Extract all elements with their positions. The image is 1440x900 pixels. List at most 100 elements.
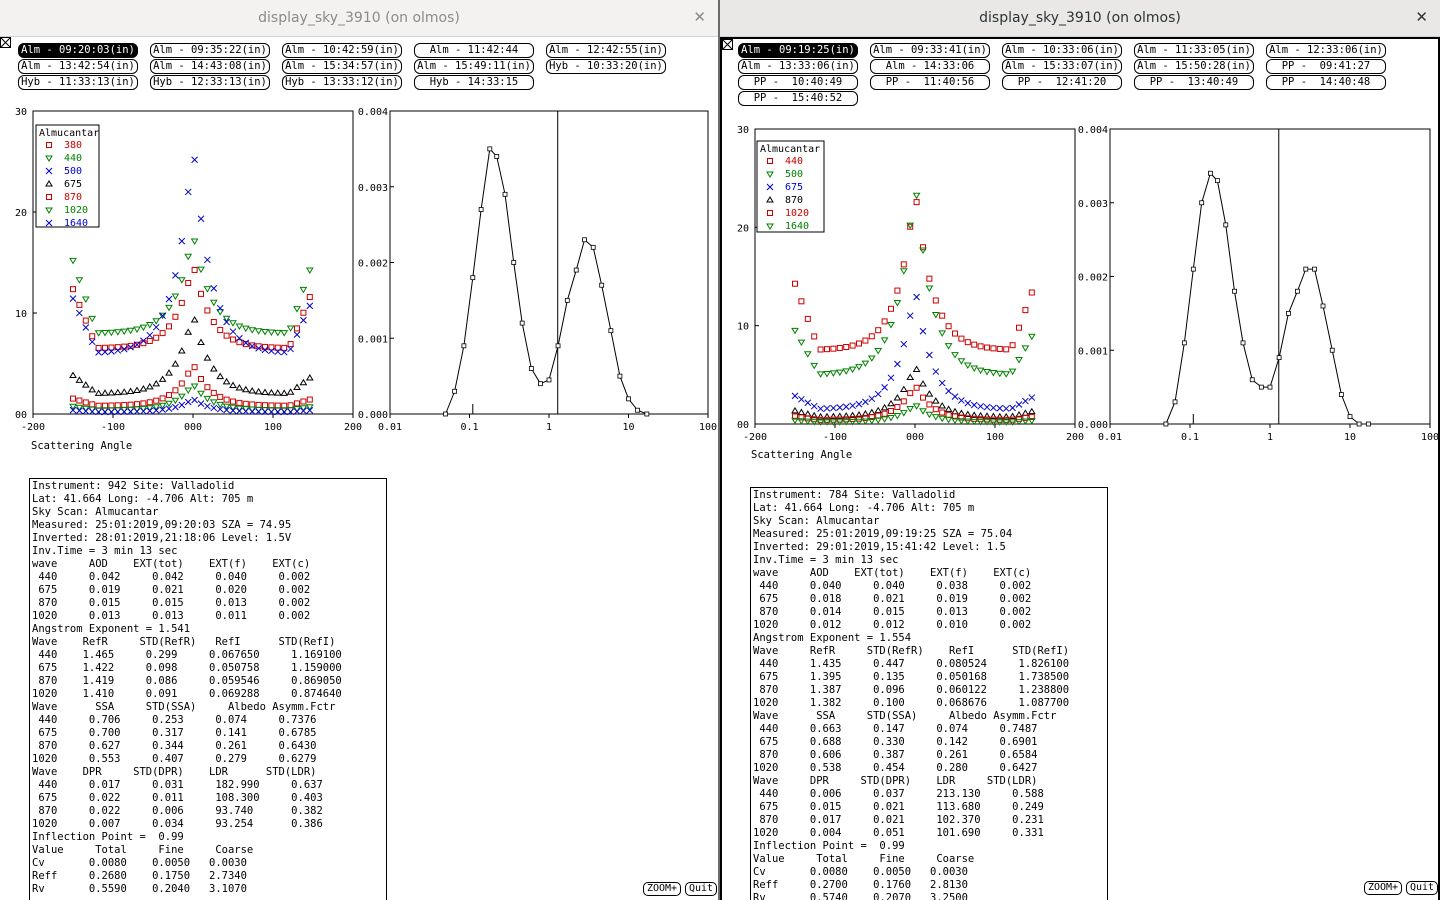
close-icon[interactable]: ✕ <box>693 8 706 26</box>
data-point <box>293 331 301 338</box>
data-point <box>46 194 52 200</box>
scan-button[interactable]: Alm - 15:33:07(in) <box>1002 59 1122 74</box>
scan-button[interactable]: PP - 11:40:56 <box>870 75 990 90</box>
data-point <box>1022 414 1029 421</box>
data-point <box>920 394 926 401</box>
data-point <box>989 419 998 426</box>
scan-button[interactable]: Alm - 09:19:25(in) <box>738 43 858 58</box>
scan-button[interactable]: Alm - 15:49:11(in) <box>414 59 534 74</box>
distribution-point <box>564 297 570 303</box>
scan-button[interactable]: Hyb - 12:33:13(in) <box>150 75 270 90</box>
scan-button[interactable]: PP - 09:41:27 <box>1266 59 1386 74</box>
data-point <box>166 323 172 330</box>
scan-button[interactable]: Alm - 13:33:06(in) <box>738 59 858 74</box>
data-point <box>190 383 199 390</box>
info-line: Wave DPR STD(DPR) LDR STD(LDR) <box>32 766 317 778</box>
data-point <box>241 325 250 333</box>
scan-button[interactable]: Alm - 14:43:08(in) <box>150 59 270 74</box>
data-point <box>874 406 883 414</box>
info-line: 870 0.017 0.021 102.370 0.231 <box>753 814 1044 826</box>
data-point <box>951 417 959 425</box>
data-point <box>797 408 806 415</box>
data-point <box>862 337 869 344</box>
data-point <box>89 401 96 408</box>
info-line: Measured: 25:01:2019,09:20:03 SZA = 74.9… <box>32 519 292 531</box>
data-point <box>146 337 153 344</box>
data-point <box>101 348 109 356</box>
data-point <box>185 370 192 377</box>
data-point <box>835 419 844 426</box>
data-point <box>184 398 192 406</box>
scan-button[interactable]: PP - 13:40:49 <box>1134 75 1254 90</box>
scan-button[interactable]: Alm - 09:35:22(in) <box>150 43 270 58</box>
data-point <box>178 401 186 409</box>
data-point <box>983 403 991 411</box>
distribution-point <box>555 343 561 349</box>
distribution-point <box>1312 266 1317 272</box>
data-point <box>70 286 76 293</box>
x-axis-label: Scattering Angle <box>31 440 133 452</box>
data-point <box>899 410 908 417</box>
title-bar[interactable]: display_sky_3910 (on olmos) ✕ <box>720 0 1440 37</box>
scan-button[interactable]: Alm - 14:33:06 <box>870 59 990 74</box>
scan-button[interactable]: Alm - 09:20:03(in) <box>18 43 138 58</box>
scan-button[interactable]: Alm - 11:33:05(in) <box>1134 43 1254 58</box>
quit-button[interactable]: Quit <box>685 882 717 896</box>
scan-button[interactable]: Alm - 12:42:55(in) <box>546 43 666 58</box>
scan-button[interactable]: Alm - 15:34:57(in) <box>282 59 402 74</box>
quit-button[interactable]: Quit <box>1406 881 1438 895</box>
distribution-point <box>1172 399 1178 405</box>
close-icon[interactable]: ✕ <box>1415 8 1428 26</box>
data-point <box>249 401 256 408</box>
scan-button[interactable]: Hyb - 10:33:20(in) <box>546 59 666 74</box>
scan-button[interactable]: PP - 10:40:49 <box>738 75 858 90</box>
data-point <box>1021 409 1030 416</box>
data-point <box>887 399 895 407</box>
scan-button[interactable]: PP - 14:40:48 <box>1266 75 1386 90</box>
scan-button[interactable]: Hyb - 13:33:12(in) <box>282 75 402 90</box>
data-point <box>976 367 985 375</box>
corner-x-icon[interactable] <box>0 37 11 48</box>
data-point <box>913 199 920 206</box>
legend-label: 500 <box>64 166 82 177</box>
scan-button[interactable]: Hyb - 14:33:15 <box>414 75 534 90</box>
size-distribution-line <box>445 147 648 415</box>
title-bar[interactable]: display_sky_3910 (on olmos) ✕ <box>0 0 718 37</box>
scan-button[interactable]: Alm - 15:50:28(in) <box>1134 59 1254 74</box>
data-point <box>191 266 198 273</box>
data-point <box>797 339 806 347</box>
scan-button[interactable]: Alm - 09:33:41(in) <box>870 43 990 58</box>
data-point <box>145 405 154 412</box>
scan-button[interactable]: PP - 15:40:52 <box>738 91 858 106</box>
data-point <box>888 408 894 415</box>
x-tick-label: 000 <box>906 432 924 443</box>
scan-button[interactable]: Alm - 10:33:06(in) <box>1002 43 1122 58</box>
scan-button[interactable]: Hyb - 11:33:13(in) <box>18 75 138 90</box>
data-point <box>305 404 314 411</box>
data-point <box>294 325 300 332</box>
data-point <box>1028 289 1035 296</box>
data-point <box>293 306 301 313</box>
data-point <box>836 404 844 411</box>
data-point <box>970 365 979 372</box>
data-point <box>970 411 979 418</box>
zoom-button[interactable]: ZOOM+ <box>1364 881 1402 895</box>
data-point <box>300 407 307 415</box>
data-point <box>906 222 915 230</box>
data-point <box>46 142 52 148</box>
info-line: Reff 0.2680 0.1750 2.7340 <box>32 870 247 882</box>
data-point <box>810 411 819 419</box>
distribution-point <box>1163 421 1169 427</box>
scan-button[interactable]: Alm - 13:42:54(in) <box>18 59 138 74</box>
scan-button[interactable]: Alm - 11:42:44 <box>414 43 534 58</box>
scan-button[interactable]: Alm - 10:42:59(in) <box>282 43 402 58</box>
corner-x-icon[interactable] <box>722 39 733 50</box>
scan-button[interactable]: PP - 12:41:20 <box>1002 75 1122 90</box>
info-line: Value Total Fine Coarse <box>753 853 975 865</box>
scan-button[interactable]: Alm - 12:33:06(in) <box>1266 43 1386 58</box>
data-point <box>229 328 237 335</box>
data-point <box>76 397 83 404</box>
data-point <box>101 330 109 337</box>
data-point <box>69 406 77 414</box>
zoom-button[interactable]: ZOOM+ <box>643 882 681 896</box>
